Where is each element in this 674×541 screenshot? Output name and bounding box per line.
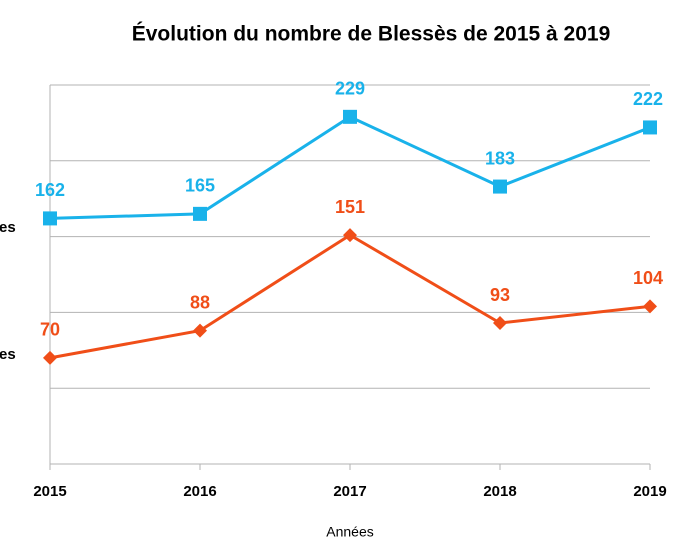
marker [43,211,57,226]
marker [193,206,207,221]
data-label: 183 [485,148,515,168]
marker [643,299,657,314]
data-label: 229 [335,79,365,99]
marker [493,316,507,331]
x-axis-label: Années [326,524,373,540]
data-label: 165 [185,176,215,196]
data-label: 151 [335,197,365,217]
data-label: 104 [633,268,663,288]
marker [193,323,207,338]
marker [43,350,57,365]
data-label: 162 [35,180,65,200]
marker [643,120,657,135]
marker [343,109,357,124]
data-label: 88 [190,292,210,312]
series-line [49,233,651,360]
data-label: 70 [40,320,60,340]
x-tick-label: 2015 [33,483,66,500]
x-tick-label: 2016 [183,483,216,500]
x-tick-label: 2018 [483,483,516,500]
annotation: es [0,219,16,236]
marker [343,228,357,243]
x-tick-label: 2019 [633,483,666,500]
x-tick-label: 2017 [333,483,366,500]
data-label: 222 [633,89,663,109]
marker [493,179,507,194]
chart-title: Évolution du nombre de Blessès de 2015 à… [132,23,611,46]
data-label: 93 [490,285,510,305]
annotation: es [0,346,16,363]
